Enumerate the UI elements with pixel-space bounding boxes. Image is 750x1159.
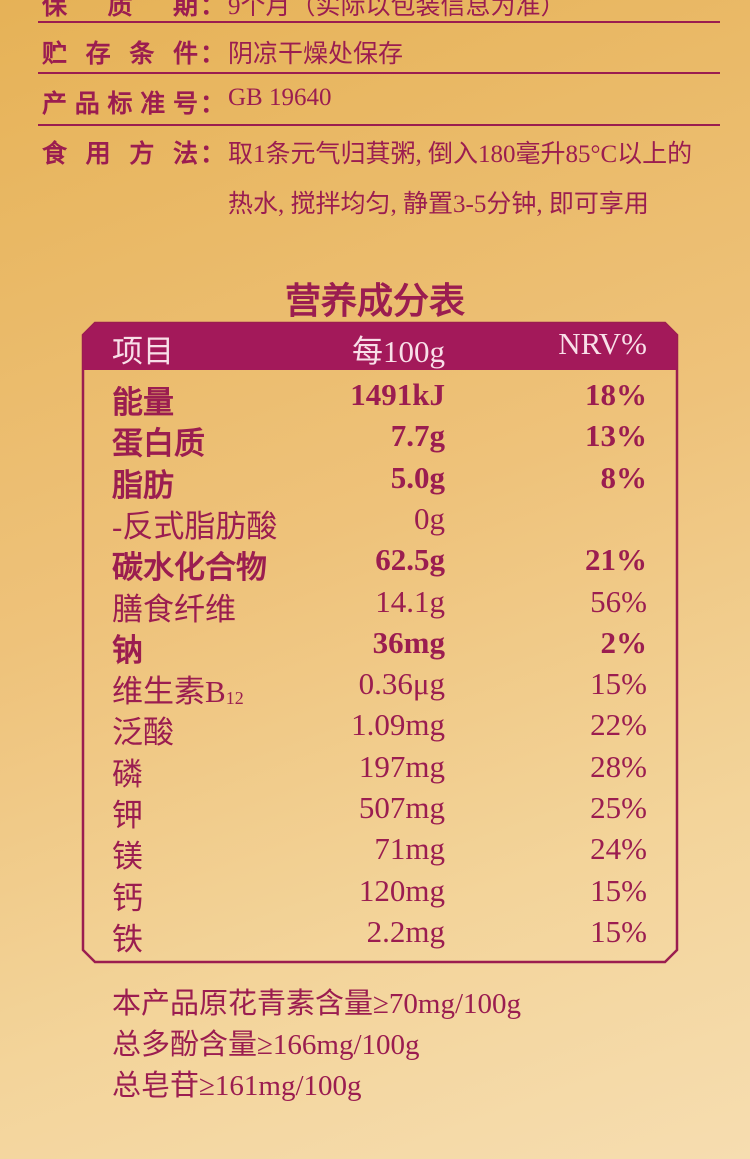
divider bbox=[38, 124, 720, 126]
table-cell: 蛋白质 bbox=[112, 426, 205, 462]
info-value: 9个月（实际以包装信息为准） bbox=[228, 0, 566, 20]
table-cell: 2% bbox=[600, 624, 648, 660]
table-cell: 钠 bbox=[112, 632, 143, 668]
table-cell: 5.0g bbox=[390, 459, 445, 495]
table-cell: 197mg bbox=[358, 748, 445, 784]
table-title: 营养成分表 bbox=[284, 281, 465, 321]
table-cell: 21% bbox=[585, 542, 647, 578]
table-cell: 13% bbox=[585, 418, 647, 454]
table-cell: 铁 bbox=[112, 921, 143, 957]
info-colon: ： bbox=[200, 141, 226, 168]
table-cell: 碳水化合物 bbox=[112, 550, 267, 586]
table-cell: 15% bbox=[590, 872, 647, 908]
table-cell: 71mg bbox=[374, 831, 445, 867]
table-cell: 15% bbox=[590, 913, 647, 949]
table-cell: 钾 bbox=[112, 798, 143, 833]
info-colon: ： bbox=[200, 91, 226, 118]
table-cell: 14.1g bbox=[375, 583, 445, 619]
table-header: 每100g bbox=[352, 334, 445, 369]
subscript: 12 bbox=[225, 688, 244, 709]
table-cell: 镁 bbox=[112, 839, 143, 875]
info-value: GB 19640 bbox=[228, 84, 332, 111]
info-colon: ： bbox=[200, 41, 226, 68]
divider bbox=[38, 21, 720, 23]
table-cell: 18% bbox=[585, 377, 647, 412]
info-value: 热水, 搅拌均匀, 静置3-5分钟, 即可享用 bbox=[228, 191, 649, 218]
table-cell: -反式脂肪酸 bbox=[112, 508, 278, 544]
table-cell: 能量 bbox=[112, 385, 174, 420]
table-cell: 120mg bbox=[358, 872, 445, 908]
info-value: 取1条元气归萁粥, 倒入180毫升85°C以上的 bbox=[228, 141, 693, 168]
note: 本产品原花青素含量≥70mg/100g bbox=[112, 988, 522, 1020]
table-cell: 25% bbox=[590, 790, 647, 825]
table-cell: 脂肪 bbox=[112, 467, 174, 503]
table-cell: 8% bbox=[600, 459, 648, 495]
table-cell: 62.5g bbox=[375, 542, 445, 578]
table-cell: 7.7g bbox=[390, 418, 445, 454]
note: 总皂苷≥161mg/100g bbox=[112, 1070, 362, 1102]
table-cell: 0g bbox=[414, 500, 445, 536]
divider bbox=[38, 72, 720, 74]
table-header: 项目 bbox=[112, 334, 174, 369]
table-cell: 507mg bbox=[358, 790, 445, 825]
header-bar bbox=[83, 323, 677, 370]
info-value: 阴凉干燥处保存 bbox=[228, 41, 404, 68]
info-label: 贮存条件 bbox=[42, 41, 200, 68]
table-cell: 56% bbox=[590, 583, 647, 619]
table-cell: 1.09mg bbox=[351, 707, 445, 743]
table-cell: 2.2mg bbox=[366, 913, 445, 949]
table-cell: 维生素B12 bbox=[112, 674, 244, 710]
table-cell: 钙 bbox=[112, 880, 143, 916]
table-cell: 磷 bbox=[112, 756, 143, 792]
note: 总多酚含量≥166mg/100g bbox=[112, 1029, 420, 1061]
table-cell: 膳食纤维 bbox=[112, 591, 236, 627]
info-label: 保质期 bbox=[42, 0, 200, 20]
info-colon: ： bbox=[200, 0, 226, 20]
table-cell: 28% bbox=[590, 748, 647, 784]
table-cell: 1491kJ bbox=[350, 377, 445, 412]
table-cell: 36mg bbox=[372, 624, 445, 660]
table-cell: 泛酸 bbox=[112, 715, 174, 751]
table-cell: 22% bbox=[590, 707, 647, 743]
info-label: 食用方法 bbox=[42, 141, 200, 168]
info-label: 产品标准号 bbox=[42, 91, 200, 118]
table-cell: 0.36μg bbox=[358, 666, 445, 702]
table-header: NRV% bbox=[558, 326, 647, 361]
table-cell: 15% bbox=[590, 666, 647, 702]
table-cell: 24% bbox=[590, 831, 647, 867]
